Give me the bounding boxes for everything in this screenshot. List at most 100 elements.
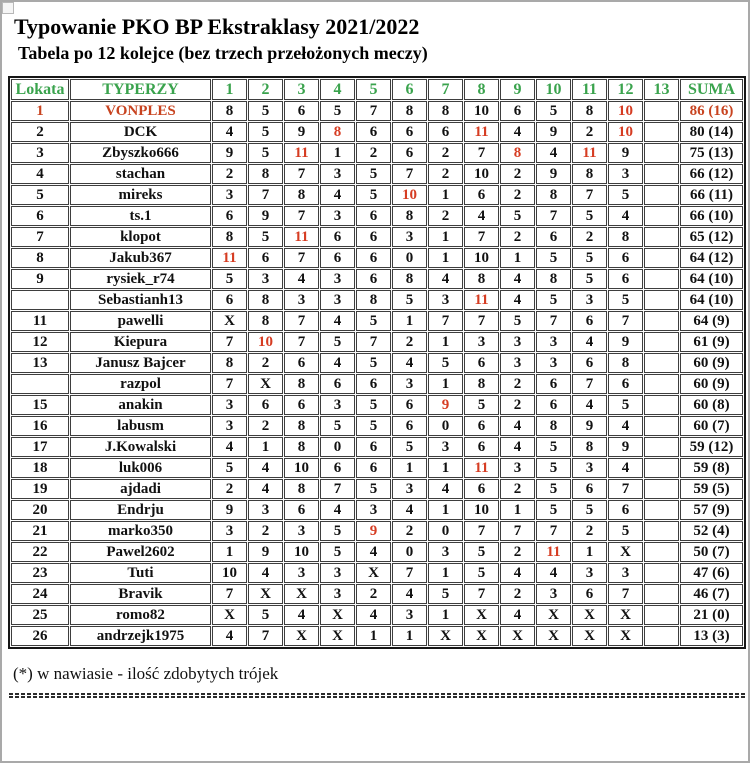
score-cell: 11 <box>212 248 247 268</box>
score-cell: 4 <box>320 185 355 205</box>
score-cell: 2 <box>500 395 535 415</box>
score-cell: 7 <box>572 374 607 394</box>
score-cell: 2 <box>500 542 535 562</box>
score-cell: 4 <box>284 605 319 625</box>
score-cell <box>644 332 679 352</box>
score-cell: 7 <box>284 206 319 226</box>
score-cell: 8 <box>248 164 283 184</box>
score-cell: 4 <box>392 584 427 604</box>
score-cell: 6 <box>356 269 391 289</box>
player-name-cell: VONPLES <box>70 101 211 121</box>
score-cell: 4 <box>392 500 427 520</box>
rank-cell: 22 <box>11 542 69 562</box>
rank-cell: 21 <box>11 521 69 541</box>
page-title: Typowanie PKO BP Ekstraklasy 2021/2022 <box>14 14 420 39</box>
score-cell: 3 <box>608 164 643 184</box>
score-cell: 8 <box>608 227 643 247</box>
table-row: 6 ts.1 6 9 7 3 6 8 2 4 5 7 5 4 66 (10) <box>11 206 743 226</box>
score-cell: 7 <box>464 227 499 247</box>
score-cell: 5 <box>212 458 247 478</box>
total-cell: 61 (9) <box>680 332 743 352</box>
player-name-cell: razpol <box>70 374 211 394</box>
table-row: 22 Pawel2602 1 9 10 5 4 0 3 5 2 11 1 X 50 (7) <box>11 542 743 562</box>
score-cell: 9 <box>212 500 247 520</box>
column-header-7: 7 <box>428 79 463 100</box>
score-cell: 10 <box>392 185 427 205</box>
score-cell: 6 <box>248 395 283 415</box>
score-cell: 4 <box>212 437 247 457</box>
score-cell: 2 <box>428 206 463 226</box>
score-cell: 6 <box>536 227 571 247</box>
score-cell: 5 <box>608 395 643 415</box>
score-cell: 6 <box>572 584 607 604</box>
column-header-6: 6 <box>392 79 427 100</box>
score-cell: 1 <box>428 563 463 583</box>
score-cell: 8 <box>248 311 283 331</box>
score-cell: 8 <box>320 122 355 142</box>
score-cell: 10 <box>608 101 643 121</box>
score-cell: 9 <box>248 542 283 562</box>
score-cell: 6 <box>392 122 427 142</box>
score-cell: 3 <box>428 290 463 310</box>
player-name-cell: Bravik <box>70 584 211 604</box>
score-cell: 5 <box>356 353 391 373</box>
score-cell: 8 <box>248 290 283 310</box>
score-cell: 3 <box>320 269 355 289</box>
score-cell: 8 <box>572 101 607 121</box>
table-row: 8 Jakub367 11 6 7 6 6 0 1 10 1 5 5 6 64 (12) <box>11 248 743 268</box>
rank-cell: 26 <box>11 626 69 646</box>
total-cell: 59 (5) <box>680 479 743 499</box>
score-cell: 4 <box>500 605 535 625</box>
score-cell: 6 <box>428 122 463 142</box>
score-cell: 3 <box>320 584 355 604</box>
score-cell: 7 <box>356 332 391 352</box>
player-name-cell: J.Kowalski <box>70 437 211 457</box>
score-cell: 6 <box>464 437 499 457</box>
score-cell: 7 <box>500 521 535 541</box>
rank-cell: 16 <box>11 416 69 436</box>
score-cell: 10 <box>464 248 499 268</box>
score-cell: 3 <box>320 206 355 226</box>
player-name-cell: anakin <box>70 395 211 415</box>
score-cell: X <box>536 626 571 646</box>
score-cell: 3 <box>572 458 607 478</box>
score-cell: 3 <box>536 332 571 352</box>
column-header-13: 13 <box>644 79 679 100</box>
score-cell: 5 <box>320 101 355 121</box>
score-cell: 8 <box>284 185 319 205</box>
score-cell: 8 <box>212 227 247 247</box>
score-cell: 4 <box>608 458 643 478</box>
column-header-8: 8 <box>464 79 499 100</box>
score-cell: 6 <box>464 479 499 499</box>
score-cell: X <box>464 605 499 625</box>
score-cell: 5 <box>428 353 463 373</box>
score-cell: 5 <box>536 437 571 457</box>
score-cell: 5 <box>320 521 355 541</box>
score-cell <box>644 626 679 646</box>
score-cell: 7 <box>428 311 463 331</box>
predictions-table: Lokata TYPERZY 1 2 3 4 5 6 7 8 9 10 11 12 13 SUMA 1 VONP… <box>8 76 746 649</box>
score-cell: 5 <box>536 290 571 310</box>
score-cell <box>644 458 679 478</box>
score-cell: 1 <box>212 542 247 562</box>
score-cell: 7 <box>608 584 643 604</box>
score-cell <box>644 269 679 289</box>
rank-cell: 23 <box>11 563 69 583</box>
score-cell <box>644 101 679 121</box>
score-cell: 9 <box>428 395 463 415</box>
score-cell: 6 <box>608 269 643 289</box>
player-name-cell: Janusz Bajcer <box>70 353 211 373</box>
score-cell: 1 <box>428 185 463 205</box>
player-name-cell: Zbyszko666 <box>70 143 211 163</box>
player-name-cell: klopot <box>70 227 211 247</box>
player-name-cell: pawelli <box>70 311 211 331</box>
score-cell: X <box>536 605 571 625</box>
score-cell: 7 <box>536 521 571 541</box>
score-cell: 3 <box>428 437 463 457</box>
score-cell: 8 <box>392 206 427 226</box>
score-cell: 1 <box>428 605 463 625</box>
score-cell: 1 <box>248 437 283 457</box>
score-cell: X <box>284 584 319 604</box>
score-cell: 5 <box>464 563 499 583</box>
